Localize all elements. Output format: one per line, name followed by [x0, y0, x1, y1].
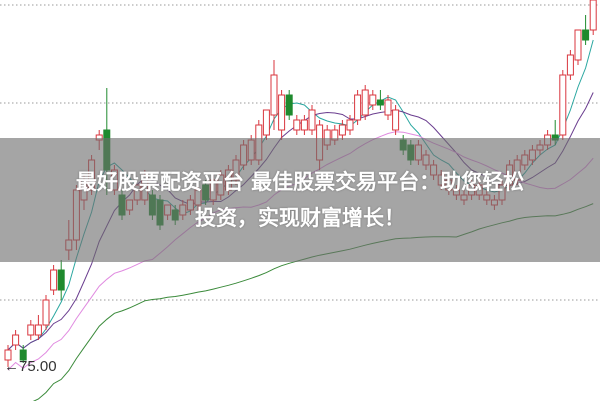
candle-body [262, 109, 270, 136]
candle-body [566, 54, 574, 76]
candle-body [376, 99, 384, 106]
candle-body [338, 124, 346, 136]
candle-body [50, 269, 58, 291]
candle-body [361, 89, 369, 116]
candle-body [384, 99, 392, 116]
candle-body [278, 94, 286, 131]
candle-body [300, 119, 308, 131]
candle-body [57, 269, 65, 291]
candle-body [392, 109, 400, 131]
candle-body [4, 349, 12, 361]
candle-body [369, 94, 377, 106]
low-price-marker: ←75.00 [4, 358, 57, 375]
candle-body [270, 74, 278, 116]
banner-text: 最好股票配资平台 最佳股票交易平台：助您轻松 投资，实现财富增长！ [10, 164, 590, 236]
candle-body [582, 29, 590, 41]
candle-body [559, 74, 567, 136]
candle-body [19, 349, 27, 361]
banner-line-2: 投资，实现财富增长！ [195, 206, 405, 230]
candle-body [346, 119, 354, 131]
candle-body [34, 324, 42, 336]
candle-body [293, 119, 301, 131]
banner-line-1: 最好股票配资平台 最佳股票交易平台：助您轻松 [75, 170, 525, 194]
candle-body [27, 324, 35, 336]
title-banner: 最好股票配资平台 最佳股票交易平台：助您轻松 投资，实现财富增长！ [0, 138, 600, 262]
candle-body [574, 29, 582, 61]
candle-body [42, 299, 50, 326]
candle-body [308, 109, 316, 131]
candle-body [589, 0, 597, 31]
candle-body [354, 94, 362, 121]
candle-body [12, 334, 20, 346]
candle-body [285, 94, 293, 116]
